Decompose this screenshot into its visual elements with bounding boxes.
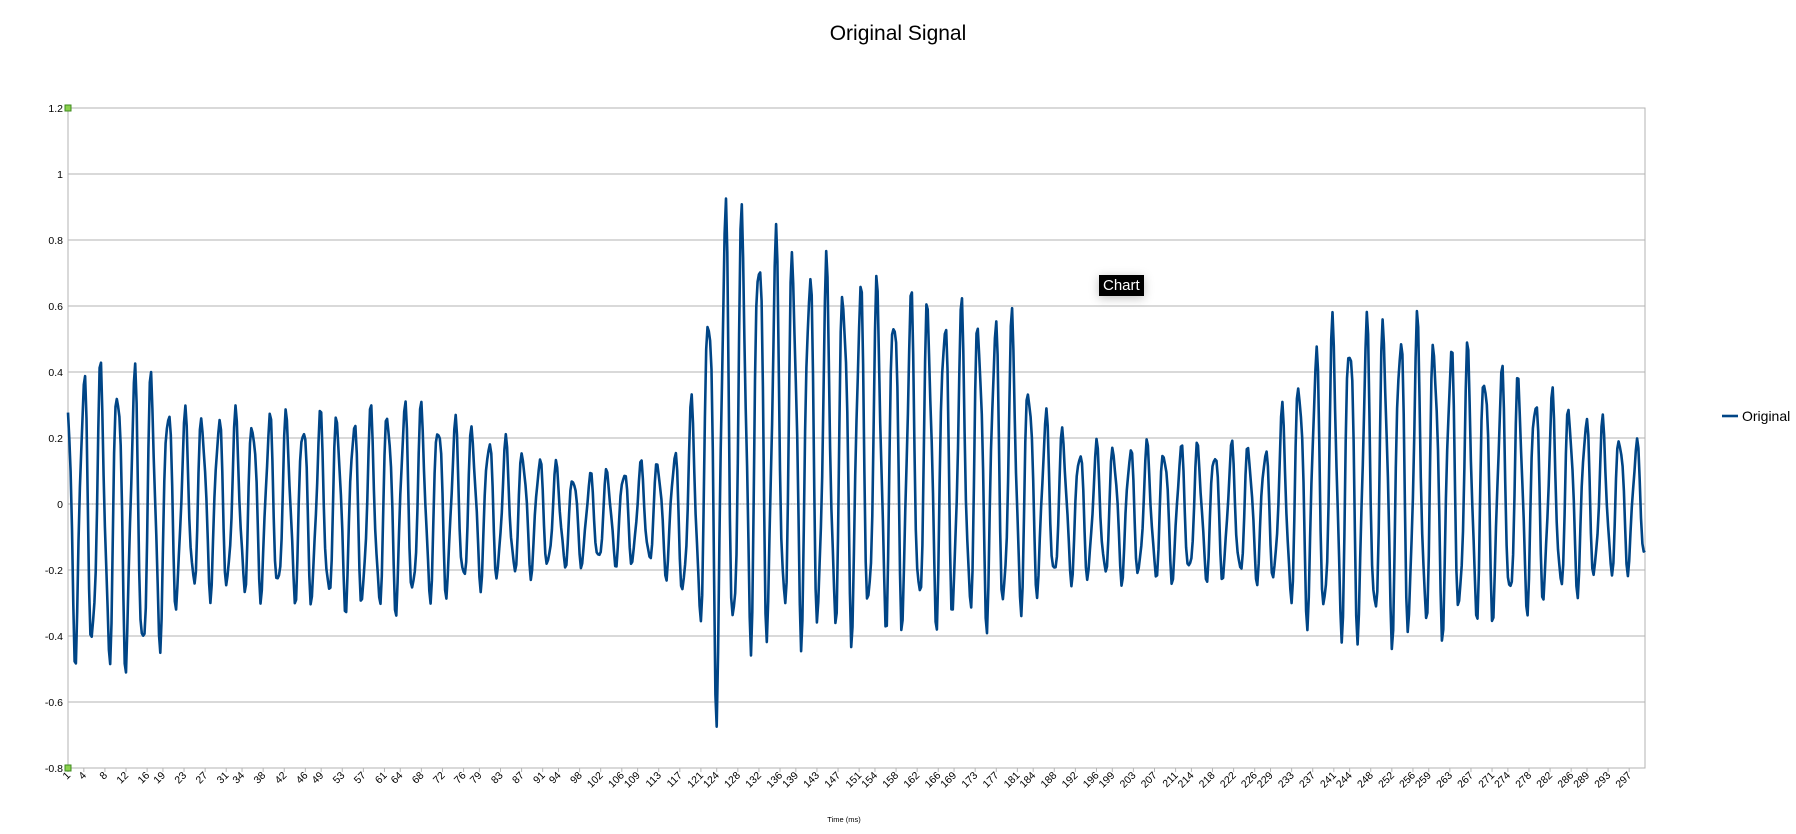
x-tick-label: 297 xyxy=(1613,770,1634,791)
x-tick-label: 199 xyxy=(1097,770,1118,791)
x-tick-label: 83 xyxy=(489,770,506,787)
x-tick-label: 34 xyxy=(230,770,247,787)
x-tick-label: 79 xyxy=(468,770,485,787)
x-tick-label: 162 xyxy=(901,770,922,791)
y-tick-label: -0.8 xyxy=(45,763,63,775)
x-tick-label: 132 xyxy=(743,770,764,791)
x-tick-label: 188 xyxy=(1039,770,1060,791)
x-tick-label: 27 xyxy=(194,770,211,787)
x-tick-label: 154 xyxy=(859,770,880,791)
x-tick-label: 16 xyxy=(135,770,152,787)
x-tick-label: 293 xyxy=(1592,770,1613,791)
x-tick-label: 46 xyxy=(294,770,311,787)
x-tick-label: 184 xyxy=(1017,770,1038,791)
chart-title: Original Signal xyxy=(829,22,967,45)
x-tick-label: 94 xyxy=(547,770,564,787)
series-line-original[interactable] xyxy=(66,197,1646,728)
legend: Original xyxy=(1722,408,1790,424)
x-tick-label: 203 xyxy=(1118,770,1139,791)
x-tick-label: 192 xyxy=(1060,770,1081,791)
x-tick-label: 289 xyxy=(1571,770,1592,791)
x-tick-label: 72 xyxy=(431,770,448,787)
x-tick-label: 76 xyxy=(452,770,469,787)
x-tick-label: 49 xyxy=(310,770,327,787)
y-tick-label: 0.2 xyxy=(48,433,63,445)
x-tick-label: 87 xyxy=(510,770,527,787)
x-tick-label: 143 xyxy=(801,770,822,791)
x-tick-label: 64 xyxy=(389,770,406,787)
x-tick-label: 31 xyxy=(215,770,232,787)
x-tick-label: 229 xyxy=(1255,770,1276,791)
y-tick-label: -0.6 xyxy=(45,697,63,709)
x-tick-label: 4 xyxy=(76,770,89,783)
x-tick-label: 278 xyxy=(1513,770,1534,791)
x-tick-label: 102 xyxy=(585,770,606,791)
selection-handle-top-left[interactable] xyxy=(64,104,72,112)
x-tick-label: 173 xyxy=(959,770,980,791)
x-tick-label: 169 xyxy=(938,770,959,791)
y-tick-label: -0.2 xyxy=(45,565,63,577)
x-tick-label: 53 xyxy=(331,770,348,787)
x-tick-label: 42 xyxy=(273,770,290,787)
x-tick-label: 8 xyxy=(97,770,110,783)
x-tick-label: 128 xyxy=(722,770,743,791)
y-tick-label: 0 xyxy=(57,499,63,511)
x-tick-label: 12 xyxy=(114,770,131,787)
x-tick-label: 23 xyxy=(172,770,189,787)
x-tick-label: 274 xyxy=(1492,770,1513,791)
x-tick-label: 98 xyxy=(568,770,585,787)
x-tick-label: 109 xyxy=(622,770,643,791)
x-tick-label: 177 xyxy=(981,770,1002,791)
legend-label-original: Original xyxy=(1742,408,1790,424)
x-tick-label: 222 xyxy=(1218,770,1239,791)
x-tick-label: 113 xyxy=(644,770,664,790)
x-tick-label: 117 xyxy=(665,770,685,790)
y-tick-label: -0.4 xyxy=(45,631,63,643)
x-tick-label: 19 xyxy=(151,770,168,787)
x-tick-label: 282 xyxy=(1534,770,1555,791)
x-tick-label: 68 xyxy=(410,770,427,787)
chart-tooltip: Chart xyxy=(1099,275,1144,296)
x-tick-label: 218 xyxy=(1197,770,1218,791)
x-tick-label: 237 xyxy=(1297,770,1318,791)
x-tick-label: 147 xyxy=(822,770,843,791)
x-tick-label: 38 xyxy=(252,770,269,787)
x-tick-label: 61 xyxy=(373,770,390,787)
x-tick-label: 214 xyxy=(1176,770,1197,791)
x-tick-label: 248 xyxy=(1355,770,1376,791)
x-tick-label: 124 xyxy=(701,770,722,791)
y-tick-label: 0.8 xyxy=(48,235,63,247)
x-axis-label: Time (ms) xyxy=(827,815,861,824)
x-tick-label: 267 xyxy=(1455,770,1476,791)
x-tick-label: 252 xyxy=(1376,770,1397,791)
x-tick-label: 139 xyxy=(780,770,801,791)
y-tick-label: 0.4 xyxy=(48,367,63,379)
y-axis-ticks: 1.2 1 0.8 0.6 0.4 0.2 0 -0.2 -0.4 -0.6 -0.8 xyxy=(45,103,63,775)
x-tick-label: 233 xyxy=(1276,770,1297,791)
y-tick-label: 1 xyxy=(57,169,63,181)
x-tick-label: 207 xyxy=(1139,770,1160,791)
x-tick-label: 259 xyxy=(1413,770,1434,791)
x-tick-label: 91 xyxy=(531,770,548,787)
y-tick-label: 0.6 xyxy=(48,301,63,313)
selection-handle-bottom-left[interactable] xyxy=(64,764,72,772)
x-tick-label: 57 xyxy=(352,770,369,787)
x-tick-label: 263 xyxy=(1434,770,1455,791)
x-axis-ticks: 1 4 8 12 16 19 23 27 31 34 38 42 46 49 53 57 61 64 68 72 76 7… xyxy=(61,768,1634,791)
x-tick-label: 158 xyxy=(880,770,901,791)
y-tick-label: 1.2 xyxy=(48,103,63,115)
x-tick-label: 244 xyxy=(1334,770,1355,791)
